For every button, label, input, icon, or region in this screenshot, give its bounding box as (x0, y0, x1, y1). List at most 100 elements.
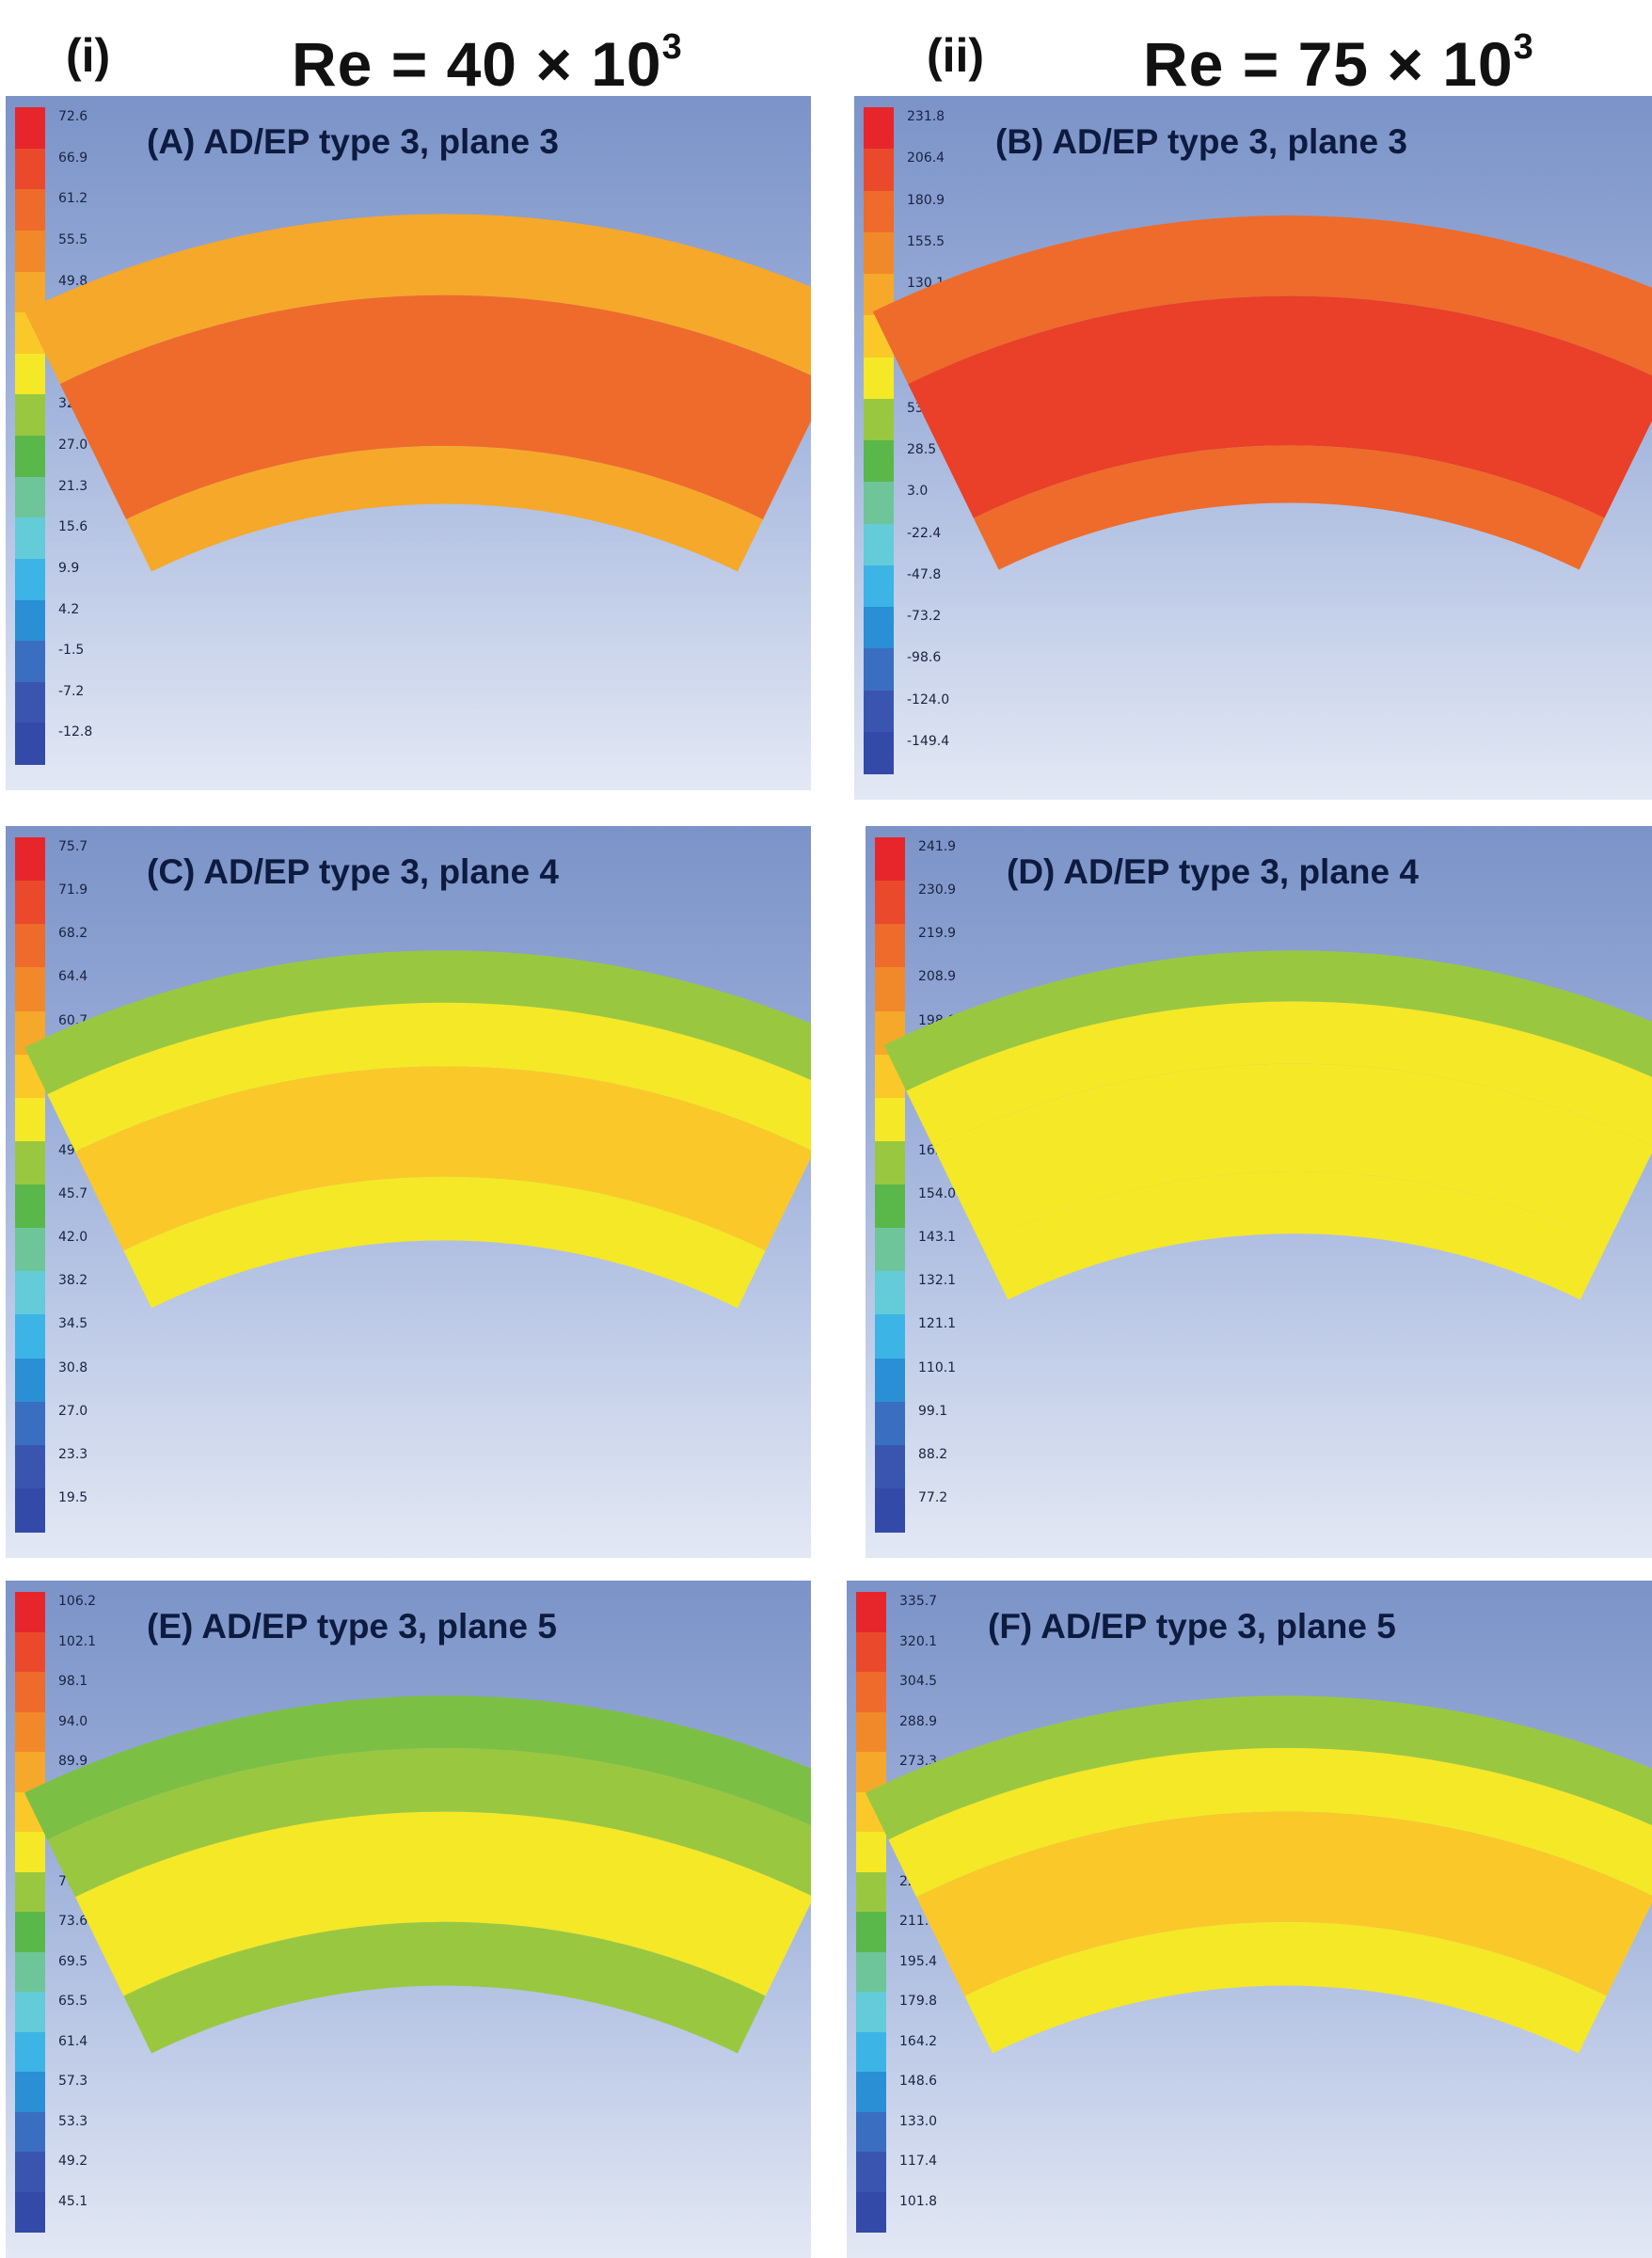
legend-swatch (15, 881, 45, 925)
legend-value-label: 45.7 (58, 1186, 88, 1201)
legend-value-label: 49.2 (58, 2154, 88, 2169)
legend-value-label: 230.9 (918, 883, 957, 898)
legend-swatch (875, 881, 905, 925)
panel-title: (B) AD/EP type 3, plane 3 (995, 122, 1407, 161)
contour-band (24, 950, 811, 1095)
legend-value-label: 53.3 (58, 2113, 88, 2129)
legend-swatch (15, 723, 45, 765)
contour-plot (24, 950, 811, 1309)
contour-band (47, 1747, 811, 1898)
legend-value-label: -1.5 (58, 643, 85, 659)
column-header-right: (ii) Re = 75 × 103 (927, 17, 1642, 99)
contour-panel-f: 335.7320.1304.5288.9273.3257.7242.1226.5… (847, 1581, 1652, 2258)
legend-swatch (15, 1185, 45, 1229)
legend-swatch (856, 1711, 886, 1753)
legend-value-label: -73.2 (907, 609, 942, 624)
reynolds-label-left: Re = 40 × 103 (292, 27, 683, 99)
legend-swatch (15, 353, 45, 395)
contour-band (883, 950, 1652, 1091)
panel-title: (A) AD/EP type 3, plane 3 (147, 122, 559, 161)
legend-value-label: 219.9 (918, 926, 957, 942)
legend-swatch (15, 1314, 45, 1359)
legend-swatch (15, 1912, 45, 1952)
legend-swatch (15, 837, 45, 882)
contour-band (123, 1921, 766, 2054)
contour-band (24, 214, 811, 385)
legend-value-label: 117.4 (899, 2154, 938, 2169)
legend-swatch (875, 1314, 905, 1359)
legend-value-label: 206.4 (907, 151, 945, 167)
contour-panel-b: 231.8206.4180.9155.5130.1104.779.353.928… (854, 96, 1652, 800)
legend-value-label: 98.1 (58, 1674, 88, 1689)
contour-panel-a: 72.666.961.255.549.844.138.432.727.021.3… (6, 96, 811, 790)
legend-value-label: 102.1 (58, 1633, 97, 1649)
legend-swatch (875, 1185, 905, 1229)
legend-swatch (864, 607, 894, 649)
legend-swatch (15, 476, 45, 518)
legend-swatch (15, 1271, 45, 1315)
legend-swatch (15, 517, 45, 560)
legend-swatch (875, 1228, 905, 1272)
legend-swatch (15, 2111, 45, 2153)
legend-swatch (875, 1401, 905, 1446)
legend-value-label: 77.2 (918, 1489, 948, 1505)
legend-swatch (875, 1487, 905, 1533)
legend-value-label: -22.4 (907, 525, 942, 541)
legend-value-label: 106.2 (58, 1594, 97, 1609)
panel-title: (F) AD/EP type 3, plane 5 (988, 1607, 1396, 1646)
legend-swatch (864, 231, 894, 275)
legend-swatch (15, 1592, 45, 1632)
legend-value-label: 19.5 (58, 1489, 88, 1505)
legend-swatch (875, 967, 905, 1011)
legend-swatch (15, 1097, 45, 1142)
legend-swatch (856, 1592, 886, 1632)
legend-swatch (856, 2191, 886, 2233)
legend-swatch (15, 2031, 45, 2073)
legend-swatch (864, 357, 894, 400)
column-header-left: (i) Re = 40 × 103 (66, 17, 781, 99)
legend-value-label: 164.2 (899, 2033, 938, 2049)
legend-value-label: 335.7 (899, 1594, 938, 1609)
contour-band (906, 1001, 1652, 1148)
legend-value-label: -149.4 (907, 733, 950, 749)
panel-title: (E) AD/EP type 3, plane 5 (147, 1607, 557, 1646)
legend-value-label: 66.9 (58, 150, 88, 166)
legend-value-label: 195.4 (899, 1953, 938, 1969)
legend-swatch (15, 394, 45, 437)
legend-swatch (15, 1672, 45, 1712)
panel-title: (C) AD/EP type 3, plane 4 (147, 852, 559, 891)
legend-swatch (856, 1992, 886, 2032)
legend-swatch (864, 398, 894, 441)
legend-swatch (15, 2072, 45, 2112)
legend-swatch (856, 2111, 886, 2153)
legend-swatch (875, 1140, 905, 1185)
legend-value-label: 101.8 (899, 2193, 938, 2209)
legend-swatch (15, 641, 45, 683)
legend-value-label: 241.9 (918, 839, 957, 854)
legend-value-label: 180.9 (907, 192, 945, 208)
legend-swatch (875, 1271, 905, 1315)
contour-band (973, 445, 1605, 570)
legend-value-label: 148.6 (899, 2074, 938, 2089)
contour-band (916, 1811, 1652, 1996)
legend-value-label: -12.8 (58, 724, 93, 740)
legend-value-label: 61.4 (58, 2033, 88, 2049)
legend-value-label: 68.2 (58, 926, 88, 942)
legend-value-label: 64.4 (58, 969, 88, 985)
legend-value-label: -7.2 (58, 683, 85, 699)
legend-value-label: 208.9 (918, 969, 957, 985)
legend-swatch (15, 1228, 45, 1272)
legend-swatch (15, 1951, 45, 1993)
column-tag-left: (i) (66, 29, 111, 82)
contour-band (123, 1176, 766, 1309)
legend-value-label: 65.5 (58, 1994, 88, 2009)
legend-swatch (856, 2031, 886, 2073)
legend-swatch (15, 436, 45, 478)
legend-swatch (864, 731, 894, 774)
legend-swatch (864, 690, 894, 733)
legend-swatch (15, 230, 45, 272)
legend-value-label: -98.6 (907, 650, 942, 666)
contour-band (47, 1002, 811, 1153)
legend-value-label: 42.0 (58, 1230, 88, 1246)
contour-band (75, 1066, 811, 1251)
